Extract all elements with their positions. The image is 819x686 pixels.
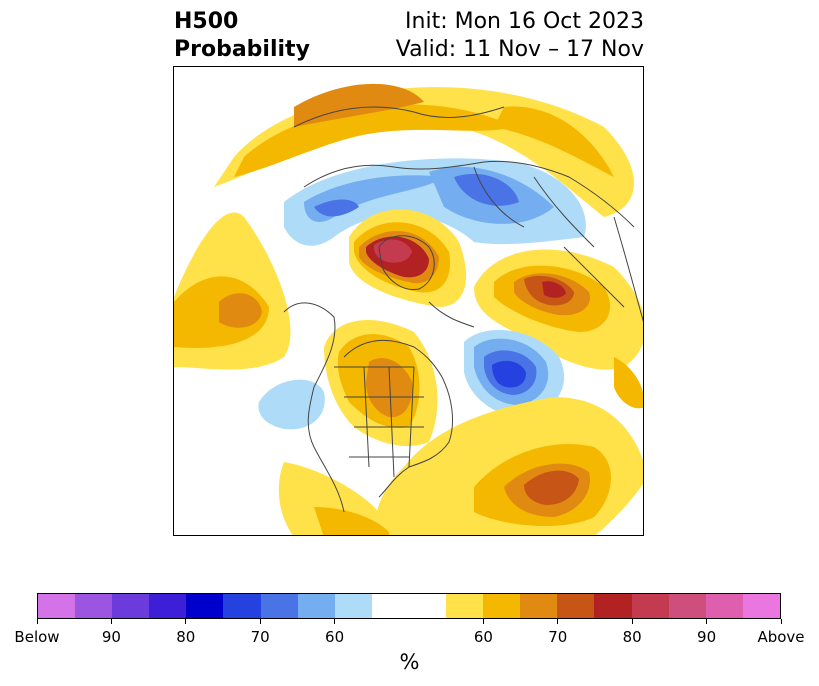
map-canvas (174, 67, 643, 535)
colorbar-tick (631, 619, 633, 624)
title-product: Probability (174, 37, 310, 62)
colorbar-segment-above-7 (705, 594, 743, 618)
colorbar-segment-below-3 (149, 594, 187, 618)
colorbar-segment-above-6 (668, 594, 706, 618)
colorbar-segment-below-0 (38, 594, 76, 618)
colorbar-tick (780, 619, 782, 624)
colorbar-segment-above-1 (483, 594, 521, 618)
colorbar-tick (482, 619, 484, 624)
colorbar-tick-label: 70 (548, 628, 568, 646)
colorbar-segment-below-2 (112, 594, 150, 618)
title-left: H500 Probability (174, 8, 310, 64)
probability-field (174, 67, 643, 535)
colorbar-ticks: Below 90 80 70 60 60 70 80 90 Above (0, 619, 819, 649)
title-variable: H500 (174, 9, 239, 34)
valid-range: Valid: 11 Nov – 17 Nov (395, 37, 644, 62)
colorbar-tick-label: 80 (622, 628, 642, 646)
colorbar-tick-label: 80 (176, 628, 196, 646)
colorbar-tick (185, 619, 187, 624)
title-right: Init: Mon 16 Oct 2023 Valid: 11 Nov – 17… (396, 8, 644, 64)
colorbar-segment-above-2 (520, 594, 558, 618)
colorbar-tick (259, 619, 261, 624)
colorbar-segment-above-5 (631, 594, 669, 618)
colorbar-segment-above-3 (557, 594, 595, 618)
colorbar-segment-below-8 (334, 594, 372, 618)
colorbar-unit-label: % (399, 650, 420, 674)
colorbar-segment-below-5 (223, 594, 261, 618)
colorbar-tick-label: Above (757, 628, 805, 646)
colorbar-segment-below-6 (260, 594, 298, 618)
colorbar-tick (36, 619, 38, 624)
colorbar-tick-label: 90 (101, 628, 121, 646)
colorbar-tick-label: 60 (473, 628, 493, 646)
colorbar-tick-label: 60 (325, 628, 345, 646)
colorbar-tick (334, 619, 336, 624)
colorbar-segment-below-4 (186, 594, 224, 618)
colorbar-segment-above-4 (594, 594, 632, 618)
colorbar (37, 593, 781, 619)
colorbar-segment-neutral (371, 594, 447, 618)
colorbar-tick (557, 619, 559, 624)
colorbar-segment-below-7 (297, 594, 335, 618)
probability-map (173, 66, 644, 536)
colorbar-segment-below-1 (75, 594, 113, 618)
colorbar-tick-label: 70 (250, 628, 270, 646)
colorbar-tick (706, 619, 708, 624)
colorbar-segment-above-0 (446, 594, 484, 618)
colorbar-tick-label: 90 (697, 628, 717, 646)
colorbar-segment-above-8 (742, 594, 780, 618)
colorbar-tick (110, 619, 112, 624)
colorbar-tick-label: Below (14, 628, 60, 646)
coastlines (283, 106, 643, 513)
init-date: Init: Mon 16 Oct 2023 (405, 9, 644, 34)
